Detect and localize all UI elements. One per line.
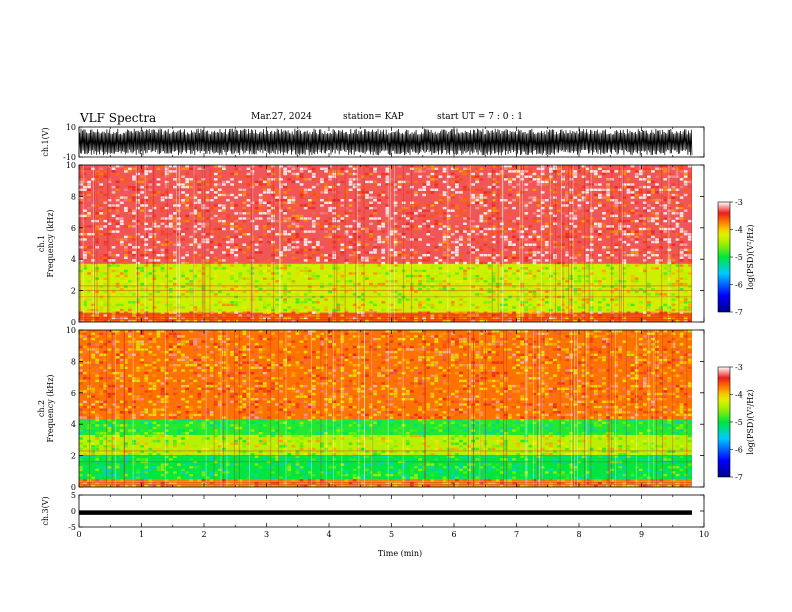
ch2-spectrogram-ylabel: ch.2 — [37, 400, 46, 417]
xtick-10: 10 — [699, 530, 709, 539]
ch1-spectrogram — [79, 165, 692, 322]
colorbar-1-tick--3: -3 — [735, 198, 743, 207]
ch2-spectrogram-ytick-4: 4 — [71, 420, 76, 429]
ch3-waveform-ytick-5: 5 — [71, 491, 76, 500]
xtick-2: 2 — [201, 530, 206, 539]
colorbar-2 — [717, 366, 731, 478]
ch1-spectrogram-ytick-10: 10 — [66, 161, 76, 170]
ch2-spectrogram-ytick-8: 8 — [71, 357, 76, 366]
ch2-spectrogram-ylabel: Frequency (kHz) — [46, 374, 55, 442]
xtick-8: 8 — [576, 530, 581, 539]
ch1-waveform-ytick--10: -10 — [63, 153, 76, 162]
ch1-spectrogram-ytick-2: 2 — [71, 287, 76, 296]
ch2-spectrogram-ytick-10: 10 — [66, 326, 76, 335]
colorbar-1-tick--7: -7 — [735, 308, 743, 317]
ch2-spectrogram-ytick-6: 6 — [71, 389, 76, 398]
xtick-4: 4 — [326, 530, 331, 539]
xtick-0: 0 — [76, 530, 81, 539]
ch3-waveform-ytick--5: -5 — [68, 523, 76, 532]
colorbar-2-label: log(PSD)(V²/Hz) — [746, 389, 755, 454]
colorbar-2-tick--5: -5 — [735, 418, 743, 427]
colorbar-1-label: log(PSD)(V²/Hz) — [746, 224, 755, 289]
colorbar-1-tick--5: -5 — [735, 253, 743, 262]
station-label: station= KAP — [343, 112, 404, 122]
chart-title: VLF Spectra — [80, 111, 157, 125]
ch1-spectrogram-ytick-6: 6 — [71, 224, 76, 233]
colorbar-2-tick--6: -6 — [735, 446, 743, 455]
x-axis-label: Time (min) — [378, 549, 422, 558]
ch2-spectrogram-ytick-2: 2 — [71, 452, 76, 461]
ch2-spectrogram-ytick-0: 0 — [71, 483, 76, 492]
start-time-label: start UT = 7 : 0 : 1 — [437, 112, 523, 122]
ch1-spectrogram-ylabel: ch.1 — [37, 235, 46, 252]
ch1-waveform-ylabel: ch.1(V) — [41, 127, 50, 156]
ch1-spectrogram-ytick-0: 0 — [71, 318, 76, 327]
xtick-9: 9 — [639, 530, 644, 539]
colorbar-2-tick--4: -4 — [735, 391, 743, 400]
colorbar-1 — [717, 201, 731, 313]
ch1-waveform-ytick-10: 10 — [66, 123, 76, 132]
xtick-3: 3 — [264, 530, 269, 539]
ch2-spectrogram-band-1 — [79, 419, 692, 436]
xtick-1: 1 — [139, 530, 144, 539]
date-label: Mar.27, 2024 — [251, 112, 312, 122]
colorbar-2-tick--3: -3 — [735, 363, 743, 372]
colorbar-1-tick--4: -4 — [735, 226, 743, 235]
ch3-waveform-band — [79, 510, 692, 515]
ch1-spectrogram-ytick-8: 8 — [71, 192, 76, 201]
ch1-spectrogram-ytick-4: 4 — [71, 255, 76, 264]
ch1-waveform-line — [78, 128, 693, 156]
colorbar-2-tick--7: -7 — [735, 473, 743, 482]
ch3-waveform-ylabel: ch.3(V) — [41, 496, 50, 525]
xtick-5: 5 — [389, 530, 394, 539]
xtick-6: 6 — [451, 530, 456, 539]
ch3-waveform-ytick-0: 0 — [71, 507, 76, 516]
colorbar-1-tick--6: -6 — [735, 281, 743, 290]
xtick-7: 7 — [514, 530, 519, 539]
ch2-spectrogram — [79, 330, 692, 487]
ch1-spectrogram-ylabel: Frequency (kHz) — [46, 209, 55, 277]
